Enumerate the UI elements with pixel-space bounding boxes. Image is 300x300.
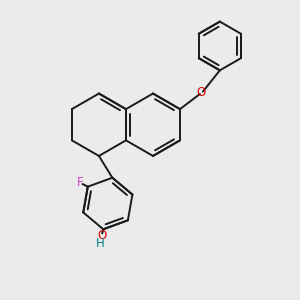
Text: O: O (197, 86, 206, 99)
Text: F: F (76, 176, 83, 189)
Text: H: H (96, 237, 104, 250)
Text: O: O (97, 229, 106, 242)
